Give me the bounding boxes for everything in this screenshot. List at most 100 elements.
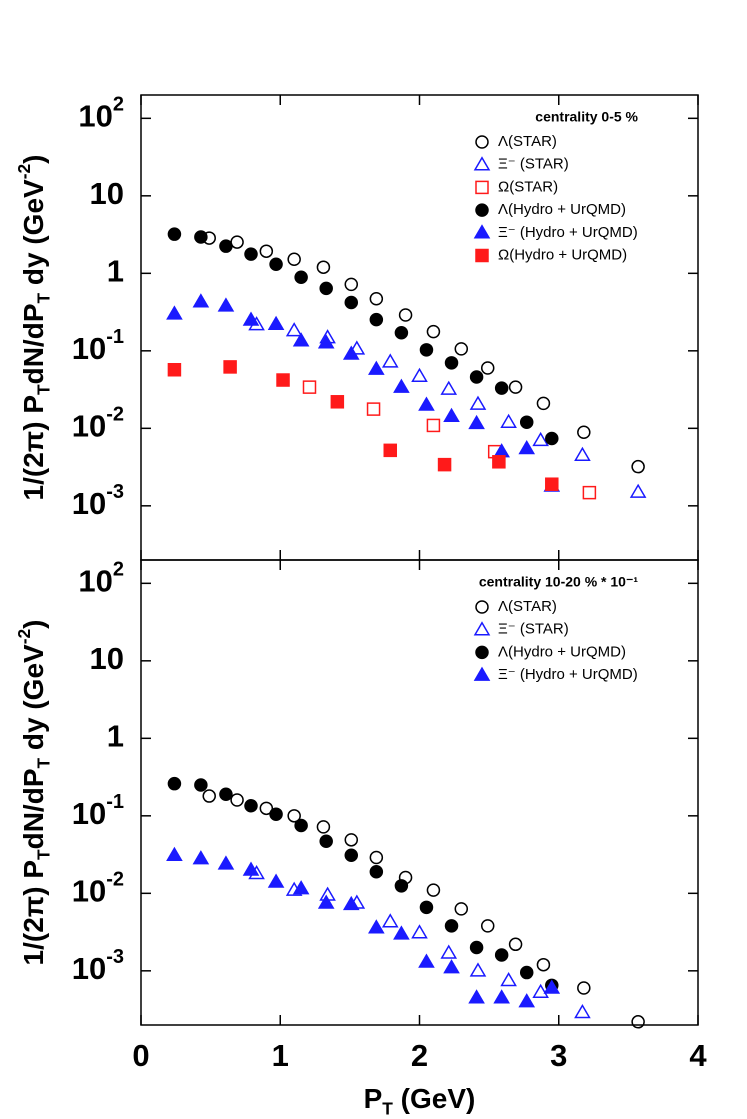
label-text: ): [18, 620, 49, 629]
tick-exponent: 2: [113, 559, 124, 581]
marker-triangle: [348, 340, 366, 355]
marker-circle: [344, 833, 359, 847]
y-tick-label: 1: [107, 254, 124, 289]
marker-triangle: [285, 322, 303, 337]
marker-circle: [631, 459, 645, 474]
series: [167, 360, 559, 491]
legend-marker: [475, 180, 489, 195]
marker-circle: [316, 820, 331, 834]
label-text: dN/dP: [18, 304, 49, 385]
marker-triangle: [393, 925, 410, 940]
legend-label: Ω(STAR): [498, 178, 558, 195]
marker-triangle: [317, 894, 335, 909]
series: [202, 789, 645, 1029]
legend-label: Ω(Hydro + UrQMD): [498, 246, 627, 263]
series: [167, 776, 559, 993]
x-tick-label: 3: [550, 1038, 567, 1073]
marker-triangle: [381, 353, 399, 368]
marker-circle: [545, 431, 559, 446]
marker-circle: [294, 270, 308, 285]
marker-circle: [577, 425, 591, 440]
marker-circle: [319, 281, 333, 296]
marker-circle: [519, 415, 534, 429]
marker-circle: [494, 948, 509, 962]
y-tick-label: 10-1: [72, 326, 124, 366]
tick-exponent: -1: [106, 326, 124, 348]
legend-label: Λ(Hydro + UrQMD): [498, 643, 626, 660]
marker-triangle: [368, 360, 385, 375]
marker-triangle: [342, 895, 360, 911]
label-text: dN/dP: [18, 769, 49, 850]
marker-square: [302, 380, 317, 394]
marker-triangle: [292, 332, 310, 347]
marker-circle: [244, 247, 258, 261]
marker-circle: [508, 937, 523, 952]
label-text: P: [364, 1083, 383, 1114]
series: [202, 231, 645, 474]
marker-square: [276, 373, 290, 387]
marker-triangle: [242, 861, 260, 876]
marker-triangle: [393, 378, 410, 393]
marker-triangle: [418, 396, 435, 411]
marker-circle: [269, 257, 283, 271]
legend-title: centrality 10-20 % * 10⁻¹: [479, 574, 638, 590]
marker-circle: [344, 295, 359, 310]
marker-circle: [494, 381, 509, 395]
marker-circle: [426, 324, 441, 339]
legend-marker: [475, 600, 489, 614]
series: [166, 846, 561, 1008]
marker-triangle: [468, 989, 485, 1004]
tick-base: 10: [72, 796, 106, 831]
x-tick-label: 0: [132, 1038, 149, 1073]
marker-square: [437, 457, 452, 472]
tick-exponent: -3: [106, 946, 124, 968]
marker-square: [426, 418, 441, 433]
y-tick-label: 102: [78, 559, 124, 599]
legend-marker: [473, 156, 491, 171]
marker-triangle: [292, 880, 310, 895]
x-tick-label: 4: [689, 1038, 707, 1073]
legend-marker: [473, 224, 491, 239]
legend-label: Λ(Hydro + UrQMD): [498, 201, 626, 218]
tick-base: 10: [72, 486, 106, 521]
marker-triangle: [217, 297, 235, 312]
marker-square: [545, 477, 559, 491]
marker-circle: [294, 818, 308, 833]
marker-circle: [369, 312, 384, 327]
marker-circle: [344, 848, 359, 862]
marker-circle: [369, 864, 384, 879]
marker-triangle: [518, 993, 536, 1008]
label-text: 1/(2π) P: [18, 860, 49, 965]
marker-circle: [269, 807, 283, 821]
marker-triangle: [469, 962, 487, 977]
tick-exponent: -2: [106, 404, 124, 426]
marker-circle: [536, 957, 551, 972]
marker-triangle: [493, 443, 510, 458]
marker-circle: [426, 883, 441, 897]
marker-triangle: [192, 293, 210, 308]
subscript: T: [33, 293, 53, 304]
marker-triangle: [267, 315, 285, 331]
x-tick-label: 1: [272, 1038, 289, 1073]
x-axis-title: PT (GeV): [364, 1083, 476, 1118]
label-text: 1/(2π) P: [18, 395, 49, 500]
marker-circle: [394, 326, 409, 340]
marker-triangle: [443, 959, 460, 974]
series: [248, 316, 647, 498]
marker-triangle: [543, 979, 561, 994]
marker-triangle: [317, 334, 335, 349]
marker-triangle: [217, 855, 235, 870]
legend-marker: [473, 666, 491, 681]
marker-triangle: [368, 919, 385, 934]
subscript: T: [33, 849, 53, 860]
marker-circle: [369, 291, 384, 306]
marker-square: [223, 360, 237, 374]
marker-circle: [519, 965, 534, 980]
y-tick-label: 10: [90, 176, 124, 211]
legend-label: Λ(STAR): [498, 133, 557, 150]
marker-circle: [480, 361, 495, 375]
